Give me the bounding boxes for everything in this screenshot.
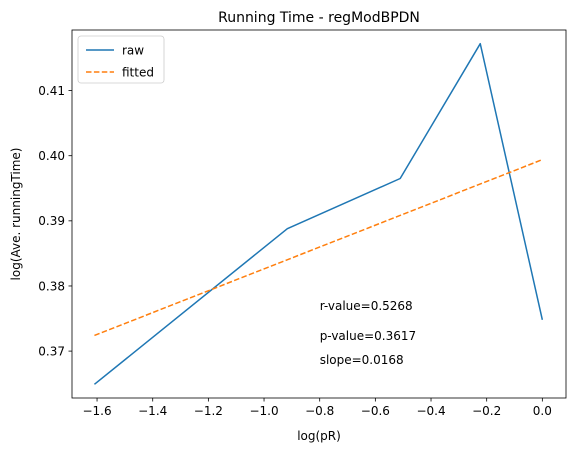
x-tick-label: 0.0 — [533, 404, 552, 418]
chart-title: Running Time - regModBPDN — [218, 10, 420, 26]
annotation-text: r-value=0.5268 — [320, 299, 413, 313]
x-tick-label: −1.2 — [194, 404, 223, 418]
axes-frame — [71, 29, 567, 399]
x-tick-label: −1.6 — [82, 404, 111, 418]
annotation-text: slope=0.0168 — [320, 353, 404, 367]
y-axis-label: log(Ave. runningTime) — [9, 148, 23, 281]
x-tick-label: −0.8 — [305, 404, 334, 418]
series-line-raw — [93, 42, 544, 385]
x-tick-label: −1.0 — [249, 404, 278, 418]
x-axis-label: log(pR) — [297, 429, 341, 443]
y-tick-label: 0.41 — [38, 84, 65, 98]
x-tick-label: −0.2 — [472, 404, 501, 418]
plot-area — [71, 29, 567, 399]
x-tick-label: −0.4 — [416, 404, 445, 418]
x-tick-label: −1.4 — [138, 404, 167, 418]
legend-label-fitted: fitted — [122, 65, 154, 79]
y-tick-label: 0.38 — [38, 279, 65, 293]
y-tick-label: 0.39 — [38, 214, 65, 228]
axis-ticks: −1.6 −1.4 −1.2 −1.0 −0.8 −0.6 −0.4 −0.2 0.0 0.37 0… — [38, 84, 552, 418]
legend: raw fitted — [77, 35, 165, 84]
annotation-text: p-value=0.3617 — [320, 329, 416, 343]
series-line-fitted — [94, 158, 543, 337]
y-tick-label: 0.40 — [38, 149, 65, 163]
legend-box — [77, 35, 165, 84]
x-tick-label: −0.6 — [361, 404, 390, 418]
y-tick-label: 0.37 — [38, 344, 65, 358]
annotations: r-value=0.5268 p-value=0.3617 slope=0.0168 — [320, 299, 416, 367]
legend-label-raw: raw — [122, 43, 144, 57]
